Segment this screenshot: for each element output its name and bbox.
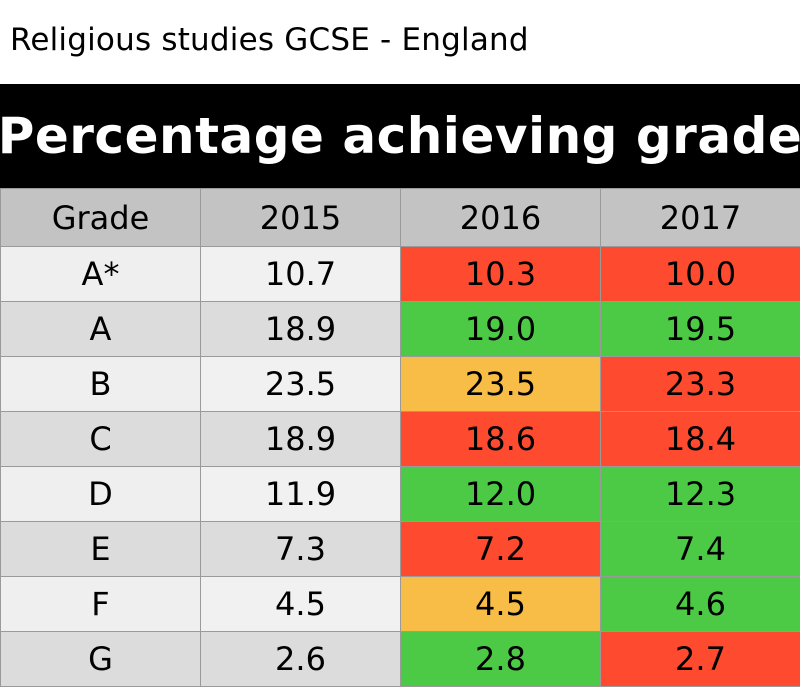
value-cell-2017: 4.6 <box>600 576 800 632</box>
column-header-grade: Grade <box>0 188 201 247</box>
value-cell-2017: 19.5 <box>600 301 800 357</box>
table-row: D 11.9 12.0 12.3 <box>0 466 800 522</box>
page-subtitle: Religious studies GCSE - England <box>10 22 529 58</box>
table-row: G 2.6 2.8 2.7 <box>0 631 800 687</box>
value-cell-2015: 18.9 <box>200 301 401 357</box>
value-cell-2017: 23.3 <box>600 356 800 412</box>
table-title: Percentage achieving grade <box>0 107 800 165</box>
grade-cell: G <box>0 631 201 687</box>
table-body: A* 10.7 10.3 10.0 A 18.9 19.0 19.5 B 23.5 23.5 23.3… <box>0 246 800 687</box>
grade-cell: A <box>0 301 201 357</box>
grade-cell: D <box>0 466 201 522</box>
table-row: C 18.9 18.6 18.4 <box>0 411 800 467</box>
value-cell-2016: 7.2 <box>400 521 601 577</box>
value-cell-2016: 18.6 <box>400 411 601 467</box>
value-cell-2016: 23.5 <box>400 356 601 412</box>
value-cell-2015: 4.5 <box>200 576 401 632</box>
title-banner: Percentage achieving grade <box>0 84 800 188</box>
value-cell-2015: 18.9 <box>200 411 401 467</box>
value-cell-2015: 11.9 <box>200 466 401 522</box>
column-header-2015: 2015 <box>200 188 401 247</box>
value-cell-2017: 2.7 <box>600 631 800 687</box>
value-cell-2016: 2.8 <box>400 631 601 687</box>
grade-cell: A* <box>0 246 201 302</box>
value-cell-2017: 12.3 <box>600 466 800 522</box>
value-cell-2016: 12.0 <box>400 466 601 522</box>
value-cell-2016: 10.3 <box>400 246 601 302</box>
table-row: B 23.5 23.5 23.3 <box>0 356 800 412</box>
value-cell-2015: 23.5 <box>200 356 401 412</box>
grade-cell: E <box>0 521 201 577</box>
column-header-2017: 2017 <box>600 188 800 247</box>
grade-table: Grade 2015 2016 2017 A* 10.7 10.3 10.0 A 18.9… <box>0 188 800 687</box>
value-cell-2017: 7.4 <box>600 521 800 577</box>
value-cell-2016: 4.5 <box>400 576 601 632</box>
value-cell-2017: 10.0 <box>600 246 800 302</box>
header-row: Grade 2015 2016 2017 <box>0 188 800 247</box>
value-cell-2015: 2.6 <box>200 631 401 687</box>
table-row: A 18.9 19.0 19.5 <box>0 301 800 357</box>
value-cell-2017: 18.4 <box>600 411 800 467</box>
table-row: E 7.3 7.2 7.4 <box>0 521 800 577</box>
value-cell-2015: 10.7 <box>200 246 401 302</box>
grade-cell: B <box>0 356 201 412</box>
value-cell-2015: 7.3 <box>200 521 401 577</box>
column-header-2016: 2016 <box>400 188 601 247</box>
table-row: F 4.5 4.5 4.6 <box>0 576 800 632</box>
value-cell-2016: 19.0 <box>400 301 601 357</box>
grade-cell: F <box>0 576 201 632</box>
grade-cell: C <box>0 411 201 467</box>
table-row: A* 10.7 10.3 10.0 <box>0 246 800 302</box>
